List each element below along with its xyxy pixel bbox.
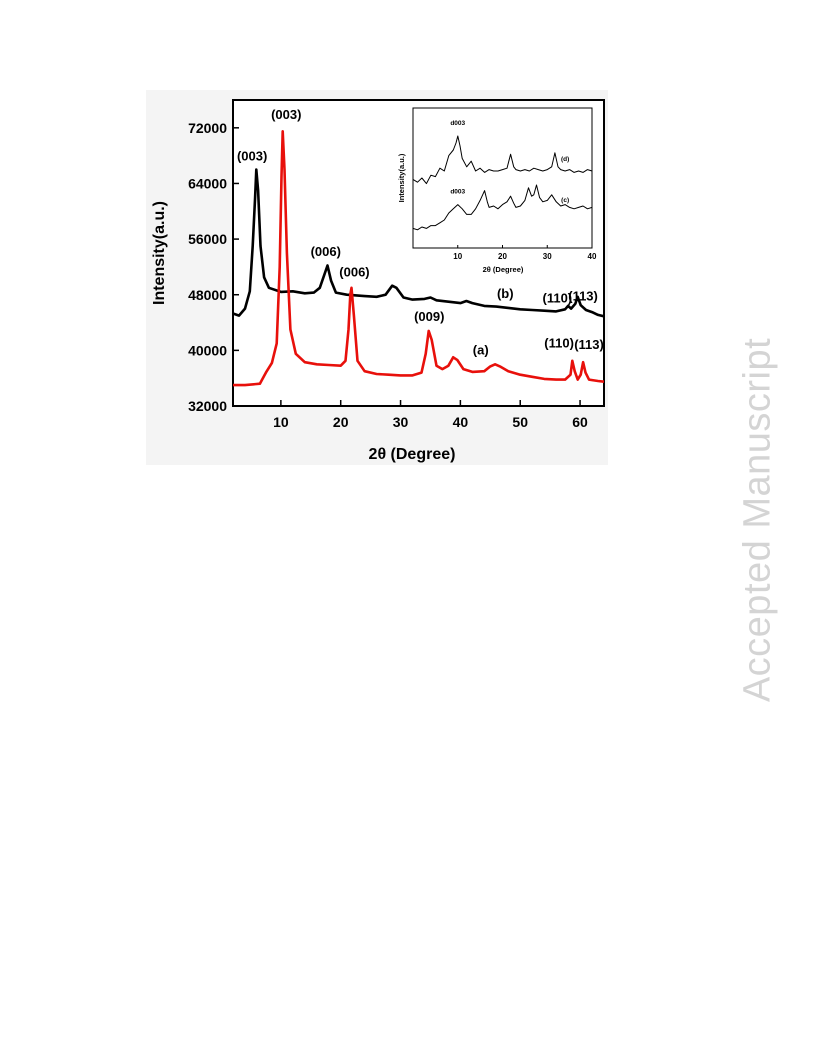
y-tick-label: 40000 [188,342,227,358]
inset-series-lines [412,135,593,231]
x-tick-label: 20 [498,252,507,261]
series-line [412,184,593,231]
peak-annotation: (003) [271,107,301,122]
x-tick-label: 30 [393,414,409,430]
inset-y-axis-label: Intensity(a.u.) [397,153,406,202]
y-tick-label: 64000 [188,175,227,191]
x-tick-label: 10 [273,414,289,430]
peak-annotation: (009) [414,309,444,324]
inset-plot-area [412,107,593,249]
series-line [232,168,605,318]
peak-annotation: (110) [543,290,573,305]
inset-x-axis-label: 2θ (Degree) [483,265,524,274]
peak-annotation: d003 [450,188,465,195]
x-tick-label: 50 [512,414,528,430]
peak-annotation: (a) [473,343,489,358]
x-tick-label: 20 [333,414,349,430]
main-annotations: (003)(003)(006)(006)(009)(a)(b) (110)(113… [237,107,604,358]
y-tick-label: 72000 [188,120,227,136]
peak-annotation: d003 [450,120,465,127]
peak-annotation: (c) [561,197,569,204]
y-tick-label: 48000 [188,287,227,303]
peak-annotation: (003) [237,149,267,164]
main-series-lines [232,130,605,387]
peak-annotation: (113) [568,288,598,303]
series-line [412,135,593,185]
x-tick-label: 30 [543,252,552,261]
peak-annotation: (d) [561,156,569,163]
main-y-axis-label: Intensity(a.u.) [151,201,168,305]
peak-annotation: (113) [574,337,604,352]
x-tick-label: 60 [572,414,588,430]
x-tick-label: 40 [453,414,469,430]
x-tick-label: 40 [588,252,597,261]
y-tick-label: 32000 [188,398,227,414]
peak-annotation: (006) [311,244,341,259]
peak-annotation: (b) [497,286,514,301]
main-x-axis-label: 2θ (Degree) [369,446,456,463]
peak-annotation: (006) [339,265,369,280]
inset-annotations: d003 d003 (d) (c) [450,120,569,204]
y-tick-label: 56000 [188,231,227,247]
main-axis-ticks: 10 20 30 40 50 60 32000 40000 48000 56000 64000 720… [188,120,588,430]
peak-annotation: (110) [544,336,574,351]
series-line [233,130,605,387]
inset-axis-ticks: 10 20 30 40 [453,245,597,261]
accepted-manuscript-watermark: Accepted Manuscript [736,337,779,703]
x-tick-label: 10 [453,252,462,261]
